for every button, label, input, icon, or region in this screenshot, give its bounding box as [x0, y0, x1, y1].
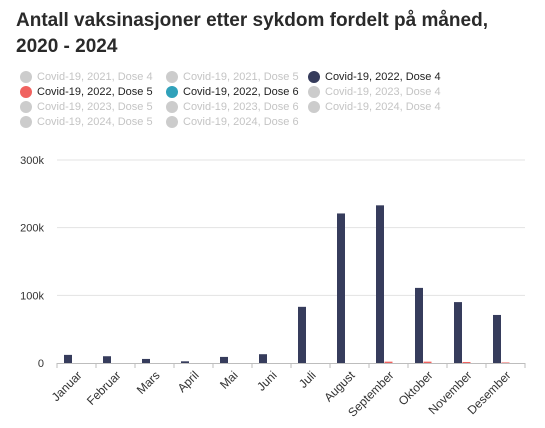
legend-swatch-icon	[166, 71, 178, 83]
chart-title: Antall vaksinasjoner etter sykdom fordel…	[16, 10, 488, 57]
legend-item[interactable]: Covid-19, 2023, Dose 6	[166, 101, 299, 113]
legend-label: Covid-19, 2024, Dose 4	[325, 101, 441, 113]
bar[interactable]	[142, 358, 150, 363]
bar[interactable]	[181, 361, 189, 363]
legend-label: Covid-19, 2021, Dose 5	[183, 71, 299, 83]
legend-swatch-icon	[20, 101, 32, 113]
x-tick-label: Februar	[84, 368, 124, 408]
x-tick-label: Mars	[134, 368, 163, 397]
legend-item[interactable]: Covid-19, 2023, Dose 4	[308, 86, 441, 98]
x-tick-label: August	[321, 368, 358, 405]
legend-label: Covid-19, 2022, Dose 6	[183, 86, 299, 98]
legend-swatch-icon	[20, 116, 32, 128]
legend-item[interactable]: Covid-19, 2022, Dose 5	[20, 86, 153, 98]
y-tick-label: 100k	[20, 290, 44, 302]
legend-swatch-icon	[166, 101, 178, 113]
bar[interactable]	[259, 354, 267, 363]
legend-item[interactable]: Covid-19, 2024, Dose 4	[308, 101, 441, 113]
bar[interactable]	[501, 362, 510, 363]
legend-swatch-icon	[308, 86, 320, 98]
legend-swatch-icon	[20, 71, 32, 83]
x-tick-label: Juli	[296, 368, 319, 391]
bar[interactable]	[298, 306, 306, 363]
bar[interactable]	[423, 361, 432, 363]
y-tick-label: 300k	[20, 155, 44, 167]
bar[interactable]	[337, 213, 345, 363]
legend-label: Covid-19, 2023, Dose 4	[325, 86, 441, 98]
legend-label: Covid-19, 2022, Dose 5	[37, 86, 153, 98]
legend-item[interactable]: Covid-19, 2023, Dose 5	[20, 101, 153, 113]
x-tick-label: Juni	[254, 368, 279, 393]
bar[interactable]	[454, 302, 462, 363]
bar[interactable]	[64, 354, 72, 363]
y-tick-label: 200k	[20, 223, 44, 235]
legend-swatch-icon	[308, 71, 320, 83]
legend-label: Covid-19, 2024, Dose 5	[37, 116, 153, 128]
legend-item[interactable]: Covid-19, 2024, Dose 5	[20, 116, 153, 128]
y-tick-label: 0	[38, 358, 44, 370]
legend-swatch-icon	[20, 86, 32, 98]
legend-label: Covid-19, 2022, Dose 4	[325, 71, 441, 83]
legend-swatch-icon	[166, 86, 178, 98]
bar[interactable]	[384, 361, 393, 363]
x-tick-label: Januar	[49, 368, 85, 404]
bar[interactable]	[376, 205, 384, 363]
legend-swatch-icon	[308, 101, 320, 113]
legend-item[interactable]: Covid-19, 2022, Dose 4	[308, 71, 441, 83]
legend-item[interactable]: Covid-19, 2024, Dose 6	[166, 116, 299, 128]
legend-item[interactable]: Covid-19, 2022, Dose 6	[166, 86, 299, 98]
legend-item[interactable]: Covid-19, 2021, Dose 5	[166, 71, 299, 83]
legend-swatch-icon	[166, 116, 178, 128]
x-tick-label: April	[175, 368, 202, 395]
x-tick-label: Mai	[217, 368, 241, 392]
bar[interactable]	[462, 361, 471, 363]
bar[interactable]	[220, 356, 228, 363]
legend-label: Covid-19, 2023, Dose 6	[183, 101, 299, 113]
bar[interactable]	[415, 287, 423, 363]
legend-label: Covid-19, 2024, Dose 6	[183, 116, 299, 128]
legend-item[interactable]: Covid-19, 2021, Dose 4	[20, 71, 153, 83]
bar[interactable]	[103, 356, 111, 363]
legend-label: Covid-19, 2021, Dose 4	[37, 71, 153, 83]
bar[interactable]	[493, 314, 501, 363]
legend-label: Covid-19, 2023, Dose 5	[37, 101, 153, 113]
